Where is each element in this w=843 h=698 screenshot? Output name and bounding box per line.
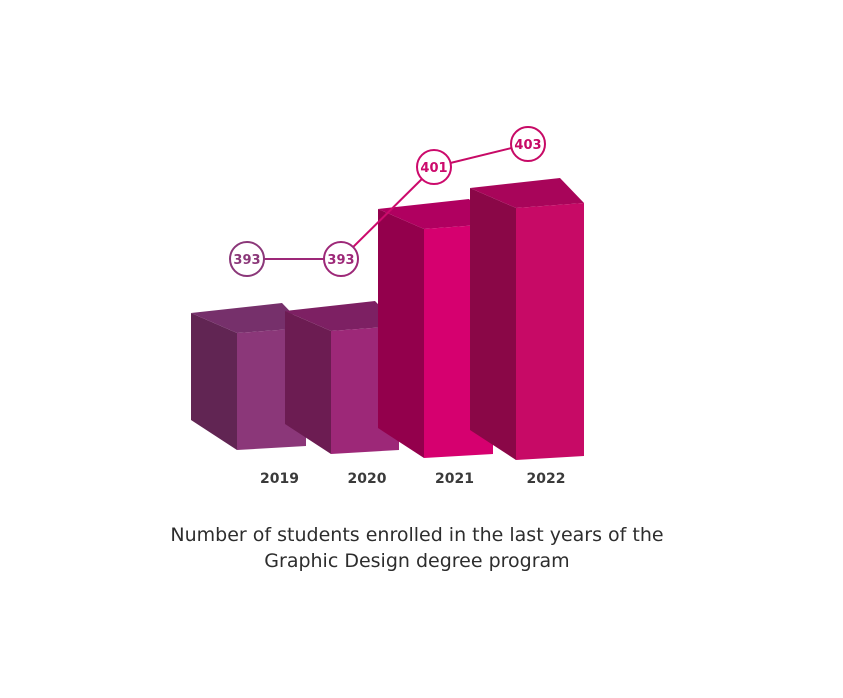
value-marker-2021	[416, 149, 452, 185]
bar-side-2020	[285, 311, 331, 454]
chart-title-line-2: Graphic Design degree program	[264, 550, 570, 572]
bar-2022	[470, 178, 584, 460]
bar-side-2019	[191, 313, 237, 450]
trend-segment-2	[340, 166, 435, 260]
x-tick-2019: 2019	[260, 471, 299, 487]
bar-top-2019	[191, 303, 306, 333]
x-tick-2021: 2021	[435, 471, 474, 487]
value-label-2022: 403	[514, 138, 541, 153]
bar-side-2021	[378, 209, 424, 458]
value-label-2019: 393	[233, 253, 260, 268]
value-marker-2022	[510, 126, 546, 162]
bars-group	[191, 178, 584, 460]
value-label-2020: 393	[327, 253, 354, 268]
bar-front-2022	[516, 203, 584, 460]
bar-top-2021	[378, 199, 493, 229]
bar-top-2022	[470, 178, 584, 208]
chart-title-line-1: Number of students enrolled in the last …	[170, 524, 664, 546]
value-marker-2019	[229, 241, 265, 277]
x-tick-2020: 2020	[348, 471, 387, 487]
value-marker-2020	[323, 241, 359, 277]
bar-side-2022	[470, 188, 516, 460]
x-tick-2022: 2022	[527, 471, 566, 487]
chart-title: Number of students enrolled in the last …	[0, 522, 834, 574]
bar-top-2020	[285, 301, 399, 331]
trend-line-group: 393 393 401 403	[229, 126, 546, 277]
x-axis-ticks: 2019 2020 2021 2022	[260, 471, 565, 487]
value-label-2021: 401	[420, 161, 447, 176]
